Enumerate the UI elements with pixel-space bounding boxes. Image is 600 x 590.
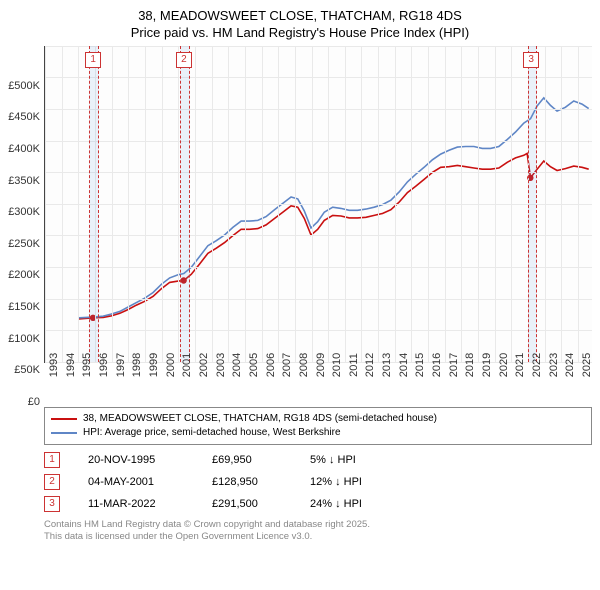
y-tick-label: £500K bbox=[8, 80, 40, 92]
y-tick-label: £100K bbox=[8, 333, 40, 345]
x-tick-label: 2005 bbox=[248, 353, 260, 377]
legend: 38, MEADOWSWEET CLOSE, THATCHAM, RG18 4D… bbox=[44, 407, 592, 445]
y-tick-label: £250K bbox=[8, 238, 40, 250]
sale-marker-band bbox=[89, 46, 98, 362]
sales-row-delta: 12% ↓ HPI bbox=[310, 476, 400, 488]
x-tick-label: 1996 bbox=[98, 353, 110, 377]
x-tick-label: 2021 bbox=[514, 353, 526, 377]
x-tick-label: 2022 bbox=[531, 353, 543, 377]
sale-marker-badge: 3 bbox=[523, 52, 539, 68]
y-axis: £0£50K£100K£150K£200K£250K£300K£350K£400… bbox=[0, 86, 44, 402]
y-tick-label: £0 bbox=[28, 396, 40, 408]
x-tick-label: 2025 bbox=[581, 353, 593, 377]
sales-row-delta: 5% ↓ HPI bbox=[310, 454, 400, 466]
legend-swatch bbox=[51, 432, 77, 434]
sales-table: 1 20-NOV-1995 £69,950 5% ↓ HPI 2 04-MAY-2001 £… bbox=[44, 449, 592, 515]
legend-label: 38, MEADOWSWEET CLOSE, THATCHAM, RG18 4D… bbox=[83, 412, 437, 426]
y-tick-label: £450K bbox=[8, 111, 40, 123]
x-tick-label: 2017 bbox=[448, 353, 460, 377]
x-tick-label: 2008 bbox=[298, 353, 310, 377]
sales-row-badge: 3 bbox=[44, 496, 60, 512]
title-line-2: Price paid vs. HM Land Registry's House … bbox=[0, 25, 600, 42]
sales-row-date: 20-NOV-1995 bbox=[88, 454, 184, 466]
x-tick-label: 1994 bbox=[65, 353, 77, 377]
chart-container: 38, MEADOWSWEET CLOSE, THATCHAM, RG18 4D… bbox=[0, 0, 600, 543]
legend-item: HPI: Average price, semi-detached house,… bbox=[51, 426, 585, 440]
title-line-1: 38, MEADOWSWEET CLOSE, THATCHAM, RG18 4D… bbox=[0, 8, 600, 25]
x-tick-label: 2014 bbox=[398, 353, 410, 377]
y-tick-label: £50K bbox=[14, 364, 40, 376]
y-tick-label: £300K bbox=[8, 206, 40, 218]
footer-line-1: Contains HM Land Registry data © Crown c… bbox=[44, 519, 592, 531]
x-tick-label: 2019 bbox=[481, 353, 493, 377]
sales-row-badge: 1 bbox=[44, 452, 60, 468]
legend-item: 38, MEADOWSWEET CLOSE, THATCHAM, RG18 4D… bbox=[51, 412, 585, 426]
sale-marker-badge: 1 bbox=[85, 52, 101, 68]
x-tick-label: 2016 bbox=[431, 353, 443, 377]
x-tick-label: 2002 bbox=[198, 353, 210, 377]
x-tick-label: 2011 bbox=[348, 353, 360, 377]
x-tick-label: 2018 bbox=[464, 353, 476, 377]
x-tick-label: 1995 bbox=[81, 353, 93, 377]
sale-marker-band bbox=[180, 46, 189, 362]
x-tick-label: 2003 bbox=[215, 353, 227, 377]
sale-marker-badge: 2 bbox=[176, 52, 192, 68]
x-tick-label: 2013 bbox=[381, 353, 393, 377]
sales-row: 1 20-NOV-1995 £69,950 5% ↓ HPI bbox=[44, 449, 592, 471]
y-tick-label: £350K bbox=[8, 175, 40, 187]
x-tick-label: 1999 bbox=[148, 353, 160, 377]
y-tick-label: £400K bbox=[8, 143, 40, 155]
sales-row-badge: 2 bbox=[44, 474, 60, 490]
legend-swatch bbox=[51, 418, 77, 420]
x-tick-label: 2007 bbox=[281, 353, 293, 377]
x-tick-label: 1993 bbox=[48, 353, 60, 377]
x-tick-label: 2006 bbox=[265, 353, 277, 377]
footer-line-2: This data is licensed under the Open Gov… bbox=[44, 531, 592, 543]
sales-row: 2 04-MAY-2001 £128,950 12% ↓ HPI bbox=[44, 471, 592, 493]
x-tick-label: 2015 bbox=[414, 353, 426, 377]
x-tick-label: 1997 bbox=[115, 353, 127, 377]
sale-marker-band bbox=[528, 46, 537, 362]
sales-row-price: £291,500 bbox=[212, 498, 282, 510]
sales-row-delta: 24% ↓ HPI bbox=[310, 498, 400, 510]
x-tick-label: 2010 bbox=[331, 353, 343, 377]
x-tick-label: 1998 bbox=[131, 353, 143, 377]
x-tick-label: 2023 bbox=[548, 353, 560, 377]
x-tick-label: 2001 bbox=[181, 353, 193, 377]
x-tick-label: 2024 bbox=[564, 353, 576, 377]
sales-row-price: £128,950 bbox=[212, 476, 282, 488]
footer-attribution: Contains HM Land Registry data © Crown c… bbox=[44, 519, 592, 544]
x-tick-label: 2000 bbox=[165, 353, 177, 377]
plot-area: 1 2 3 bbox=[44, 46, 592, 363]
y-tick-label: £150K bbox=[8, 301, 40, 313]
sales-row-date: 04-MAY-2001 bbox=[88, 476, 184, 488]
x-tick-label: 2009 bbox=[315, 353, 327, 377]
x-tick-label: 2004 bbox=[231, 353, 243, 377]
chart-title: 38, MEADOWSWEET CLOSE, THATCHAM, RG18 4D… bbox=[0, 0, 600, 46]
legend-label: HPI: Average price, semi-detached house,… bbox=[83, 426, 341, 440]
sales-row-date: 11-MAR-2022 bbox=[88, 498, 184, 510]
sales-row: 3 11-MAR-2022 £291,500 24% ↓ HPI bbox=[44, 493, 592, 515]
sales-row-price: £69,950 bbox=[212, 454, 282, 466]
x-tick-label: 2012 bbox=[364, 353, 376, 377]
x-tick-label: 2020 bbox=[498, 353, 510, 377]
x-axis: 1993199419951996199719981999200020012002… bbox=[44, 363, 592, 401]
y-tick-label: £200K bbox=[8, 269, 40, 281]
